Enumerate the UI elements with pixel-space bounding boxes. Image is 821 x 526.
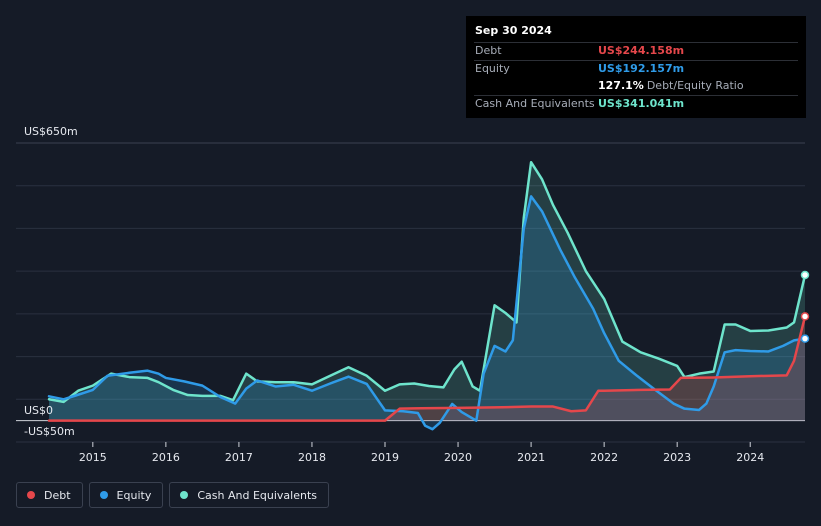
tooltip-date: Sep 30 2024 [475,24,552,37]
legend-label-cash: Cash And Equivalents [197,488,317,502]
legend-label-debt: Debt [44,488,71,502]
x-tick-label: 2016 [152,451,180,464]
tooltip-ratio-label: Debt/Equity Ratio [646,79,744,92]
tooltip-debt-value: US$244.158m [598,44,685,57]
tooltip-ratio-value: 127.1% [598,79,644,92]
tooltip-equity-value: US$192.157m [598,62,685,75]
x-tick-label: 2015 [79,451,107,464]
x-tick-label: 2019 [371,451,399,464]
x-tick-label: 2017 [225,451,253,464]
tooltip-cash-label: Cash And Equivalents [475,97,595,110]
legend-label-equity: Equity [116,488,152,502]
x-tick-label: 2022 [590,451,618,464]
end-dot-cash-and-equivalents [800,270,810,280]
series-lines [47,160,807,431]
line-debt [47,315,807,422]
tooltip-cash-row: Cash And Equivalents US$341.041m [474,95,798,113]
axis-labels: US$650m US$0 -US$50m [24,125,78,438]
y-axis-top-label: US$650m [24,125,78,138]
legend-item-cash[interactable]: Cash And Equivalents [169,482,329,508]
series-end-dots [800,270,810,343]
legend-item-equity[interactable]: Equity [88,482,164,508]
x-tick-label: 2020 [444,451,472,464]
x-axis-ticks: 2015 2016 2017 2018 2019 2020 2021 2022 2023 2024 [79,442,764,464]
tooltip-equity-row: Equity US$192.157m [474,60,798,78]
chart-legend: Debt Equity Cash And Equivalents [16,482,329,510]
tooltip-panel: Sep 30 2024 Debt US$244.158m Equity US$1… [466,16,806,118]
legend-item-debt[interactable]: Debt [16,482,83,508]
tooltip-debt-label: Debt [475,44,502,57]
debt-dot-icon [27,491,35,499]
tooltip-cash-value: US$341.041m [598,97,685,110]
end-dot-debt [800,312,810,321]
x-tick-label: 2024 [736,451,764,464]
cash-dot-icon [180,491,189,499]
y-axis-zero-label: US$0 [24,404,53,417]
end-dot-equity [800,334,810,343]
x-tick-label: 2023 [663,451,691,464]
tooltip-ratio-row: 127.1% Debt/Equity Ratio [474,78,798,95]
tooltip-ratio-spacer [474,78,598,95]
line-cash-and-equivalents [47,160,807,404]
y-axis-bottom-label: -US$50m [24,425,75,438]
tooltip-equity-label: Equity [475,62,510,75]
x-tick-label: 2018 [298,451,326,464]
equity-dot-icon [99,491,108,499]
area-debt [49,316,805,421]
area-equity [49,196,805,430]
area-fills [49,162,805,430]
grid-lines [16,142,805,443]
tooltip-debt-row: Debt US$244.158m [474,42,798,60]
x-tick-label: 2021 [517,451,545,464]
